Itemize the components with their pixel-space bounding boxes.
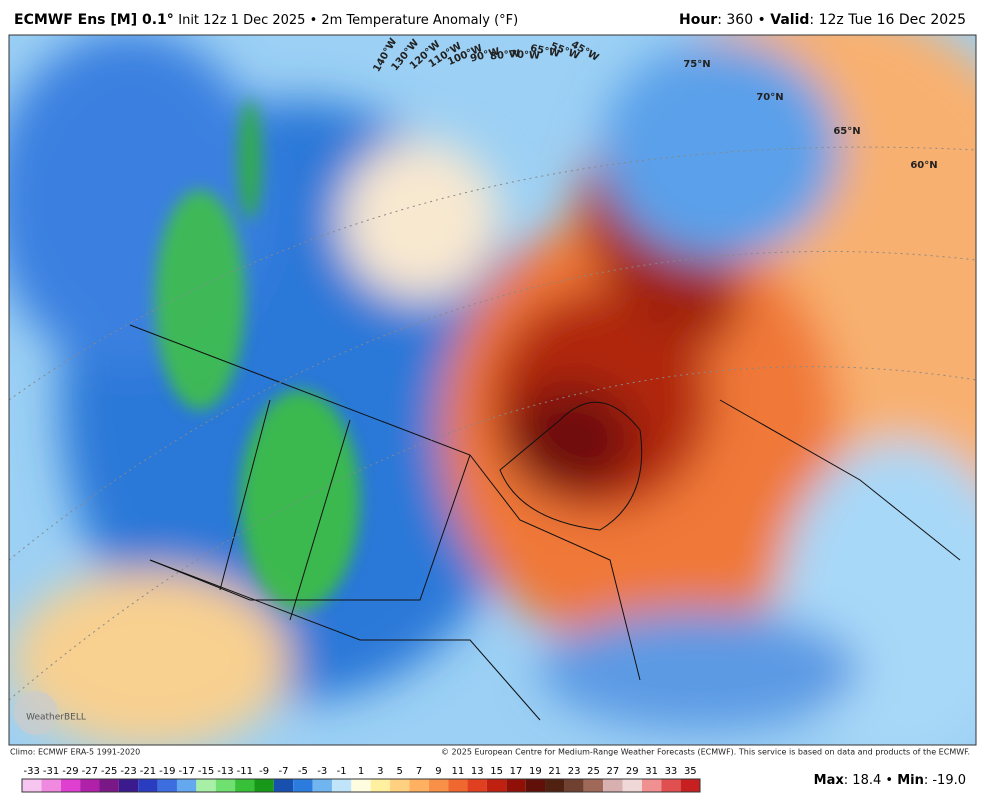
max-value: : 18.4 • [844, 773, 893, 788]
hour-label: Hour [679, 12, 717, 28]
colorbar-label: 1 [358, 766, 364, 777]
subtitle: Init 12z 1 Dec 2025 • 2m Temperature Ano… [178, 13, 518, 28]
valid: Hour: 360 • Valid: 12z Tue 16 Dec 2025 [679, 12, 966, 28]
hour-value: : 360 • [717, 12, 766, 28]
colorbar-label: -19 [159, 766, 175, 777]
colorbar-swatch [545, 779, 565, 792]
latitude-label: 70°N [756, 92, 783, 103]
colorbar-swatch [331, 779, 352, 792]
colorbar-label: 5 [397, 766, 403, 777]
colorbar-label: 35 [684, 766, 697, 777]
climo: Climo: ECMWF ERA-5 1991-2020 [10, 748, 140, 757]
colorbar-swatch [390, 779, 410, 792]
colorbar-swatch [176, 779, 197, 792]
longitude-label: 80°W [490, 48, 521, 62]
colorbar-swatch [603, 779, 623, 792]
colorbar-label: 17 [510, 766, 523, 777]
colorbar-swatch [506, 779, 526, 792]
colorbar-swatch [409, 779, 429, 792]
latitude-label: 75°N [683, 59, 710, 70]
max-label: Max [814, 773, 845, 788]
colorbar-swatch [99, 779, 119, 792]
latitude-label: 65°N [833, 126, 860, 137]
colorbar-label: 31 [645, 766, 658, 777]
colorbar-swatch [525, 779, 546, 792]
colorbar-swatch [641, 779, 662, 792]
colorbar-label: -1 [337, 766, 347, 777]
colorbar-label: 27 [606, 766, 619, 777]
latitude-label: 60°N [910, 160, 937, 171]
colorbar-swatch [661, 779, 681, 792]
colorbar-label: -5 [298, 766, 308, 777]
colorbar-swatch [273, 779, 294, 792]
colorbar-label: -25 [101, 766, 117, 777]
colorbar-label: 19 [529, 766, 542, 777]
colorbar-label: -13 [217, 766, 233, 777]
colorbar-swatch [22, 779, 42, 792]
colorbar-swatch [622, 779, 642, 792]
colorbar-swatch [467, 779, 487, 792]
colorbar-swatch [351, 779, 371, 792]
colorbar-label: -27 [82, 766, 98, 777]
colorbar-label: -31 [43, 766, 59, 777]
stats: Max: 18.4 • Min: -19.0 [814, 773, 966, 788]
colorbar-swatch [583, 779, 604, 792]
min-label: Min [897, 773, 924, 788]
watermark: WeatherBELL [26, 713, 86, 723]
colorbar-swatch [118, 779, 139, 792]
colorbar-label: 11 [451, 766, 464, 777]
colorbar-swatch [235, 779, 255, 792]
colorbar-label: -29 [62, 766, 78, 777]
colorbar-label: -3 [317, 766, 327, 777]
valid-label: Valid [770, 12, 809, 28]
colorbar-label: -11 [237, 766, 253, 777]
copyright: © 2025 European Centre for Medium-Range … [441, 748, 970, 757]
colorbar-swatch [370, 779, 391, 792]
boundaries [129, 324, 961, 721]
colorbar-swatch [196, 779, 216, 792]
colorbar-label: 21 [548, 766, 561, 777]
colorbar-swatch [680, 779, 700, 792]
model: ECMWF Ens [M] 0.1° [14, 12, 174, 28]
colorbar-swatch [312, 779, 332, 792]
colorbar-swatch [448, 779, 468, 792]
header: ECMWF Ens [M] 0.1° Init 12z 1 Dec 2025 •… [14, 12, 518, 28]
colorbar-swatch [564, 779, 584, 792]
colorbar-label: -23 [120, 766, 136, 777]
colorbar-label: 3 [377, 766, 383, 777]
colorbar-label: 33 [665, 766, 678, 777]
colorbar-label: -15 [198, 766, 214, 777]
colorbar-label: 23 [568, 766, 581, 777]
colorbar-label: -17 [178, 766, 194, 777]
colorbar-label: 25 [587, 766, 600, 777]
colorbar-label: -7 [279, 766, 289, 777]
colorbar: -33 -31 -29 -27 -25 -23 -21 -19 -17 -15 -13 -11 -9 -7… [21, 766, 701, 793]
colorbar-swatch [41, 779, 61, 792]
colorbar-frame [21, 778, 701, 793]
colorbar-label: 13 [471, 766, 484, 777]
colorbar-swatch [157, 779, 177, 792]
colorbar-swatch [428, 779, 449, 792]
valid-value: : 12z Tue 16 Dec 2025 [809, 12, 966, 28]
colorbar-swatch [215, 779, 236, 792]
colorbar-label: -21 [140, 766, 156, 777]
colorbar-swatch [254, 779, 274, 792]
colorbar-swatch [60, 779, 81, 792]
colorbar-label: -9 [259, 766, 269, 777]
colorbar-label: 7 [416, 766, 422, 777]
colorbar-label: -33 [24, 766, 40, 777]
colorbar-label: 29 [626, 766, 639, 777]
colorbar-label: 9 [435, 766, 441, 777]
map: 140°W130°W120°W110°W100°W90°W80°W70°W65°… [9, 35, 976, 745]
colorbar-swatch [138, 779, 158, 792]
colorbar-swatch [80, 779, 100, 792]
colorbar-label: 15 [490, 766, 503, 777]
colorbar-swatch [486, 779, 507, 792]
longitude-label: 70°W [510, 49, 540, 62]
colorbar-swatch [293, 779, 313, 792]
min-value: : -19.0 [924, 773, 966, 788]
